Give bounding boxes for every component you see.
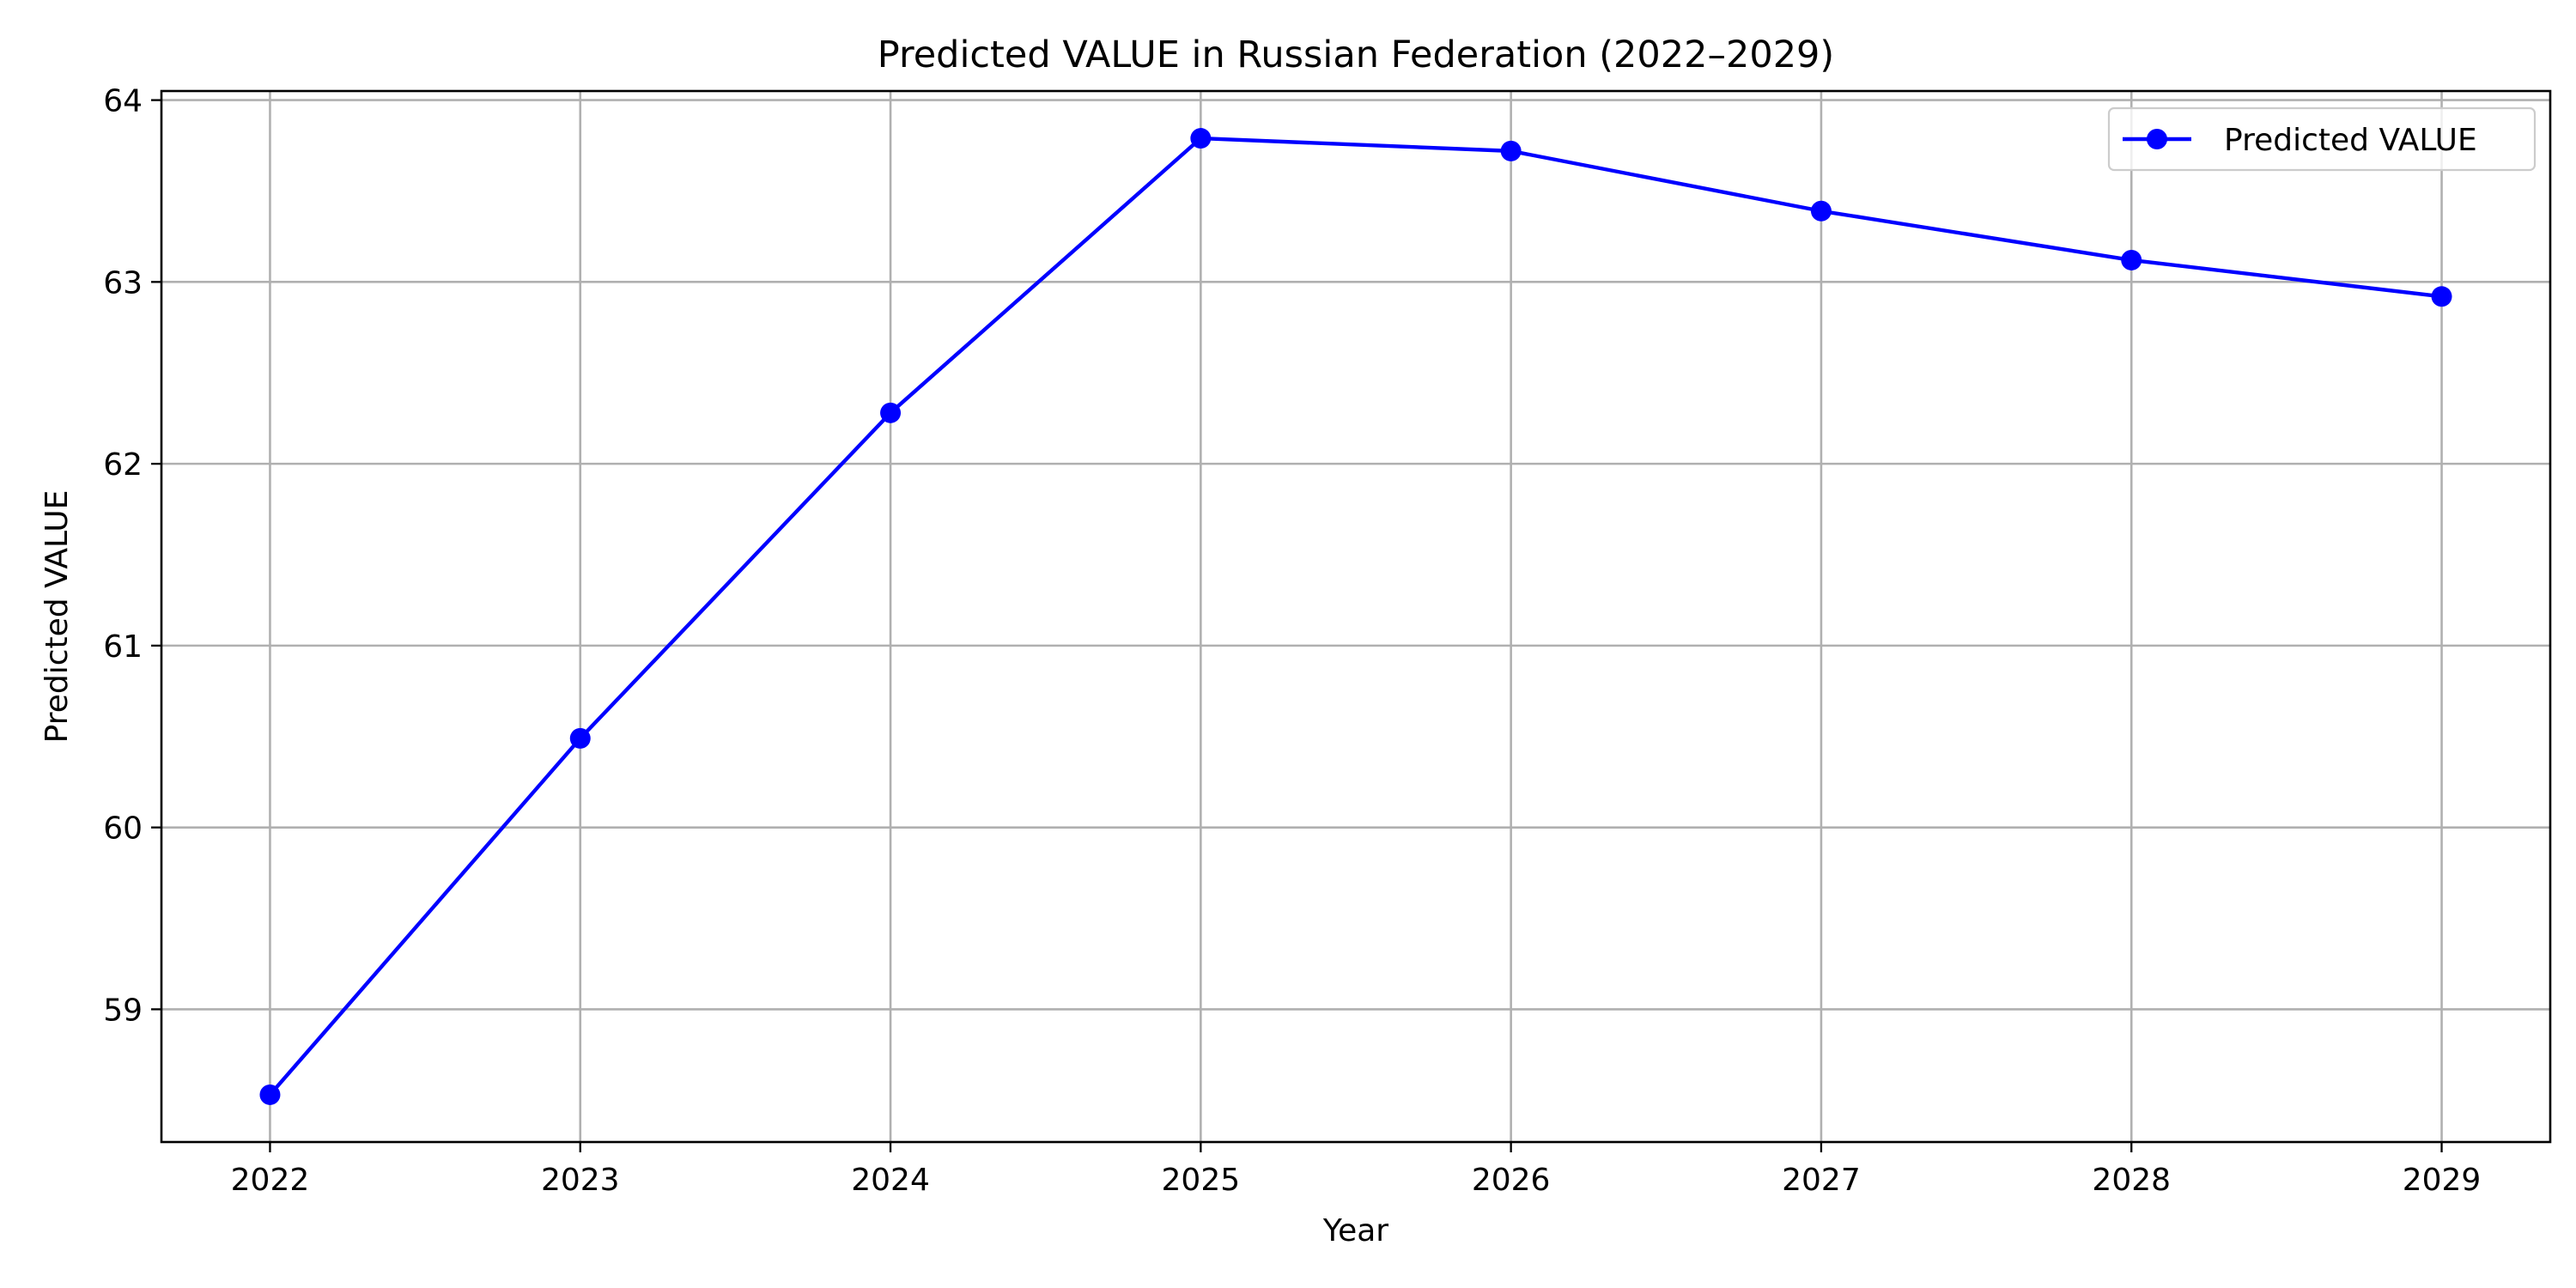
x-tick-label: 2024 xyxy=(851,1163,930,1198)
x-tick-label: 2029 xyxy=(2403,1163,2482,1198)
data-point xyxy=(2121,249,2142,270)
data-point xyxy=(1810,200,1832,222)
plot-frame xyxy=(160,89,2552,1144)
x-tick-label: 2027 xyxy=(1782,1163,1861,1198)
data-point xyxy=(1500,140,1522,161)
y-tick-label: 60 xyxy=(103,811,143,847)
axis-ticks: 2022 2023 2024 2025 2026 2027 2028 2029 59 60 61 62… xyxy=(103,84,2481,1198)
legend-marker xyxy=(2147,129,2167,149)
x-tick-label: 2026 xyxy=(1472,1163,1551,1198)
y-tick-label: 64 xyxy=(103,84,143,119)
x-axis-title: Year xyxy=(1322,1213,1388,1249)
x-tick-label: 2023 xyxy=(541,1163,620,1198)
x-tick-label: 2022 xyxy=(231,1163,310,1198)
y-tick-label: 59 xyxy=(103,993,143,1028)
data-point xyxy=(2431,286,2452,307)
series-layer xyxy=(259,128,2452,1105)
y-tick-label: 62 xyxy=(103,447,143,483)
series-line xyxy=(268,136,2442,1097)
grid xyxy=(161,91,2550,1142)
x-tick-label: 2028 xyxy=(2092,1163,2171,1198)
y-tick-label: 63 xyxy=(103,265,143,301)
legend-box xyxy=(2107,106,2537,172)
data-point xyxy=(259,1084,281,1105)
y-tick-label: 61 xyxy=(103,629,143,665)
data-point xyxy=(1190,128,1212,149)
chart-title: Predicted VALUE in Russian Federation (2… xyxy=(878,33,1834,76)
data-point xyxy=(569,727,591,749)
y-axis-title: Predicted VALUE xyxy=(39,490,75,744)
legend-label: Predicted VALUE xyxy=(2224,123,2477,158)
x-tick-label: 2025 xyxy=(1162,1163,1241,1198)
data-point xyxy=(880,402,902,423)
legend: Predicted VALUE xyxy=(2107,106,2537,172)
